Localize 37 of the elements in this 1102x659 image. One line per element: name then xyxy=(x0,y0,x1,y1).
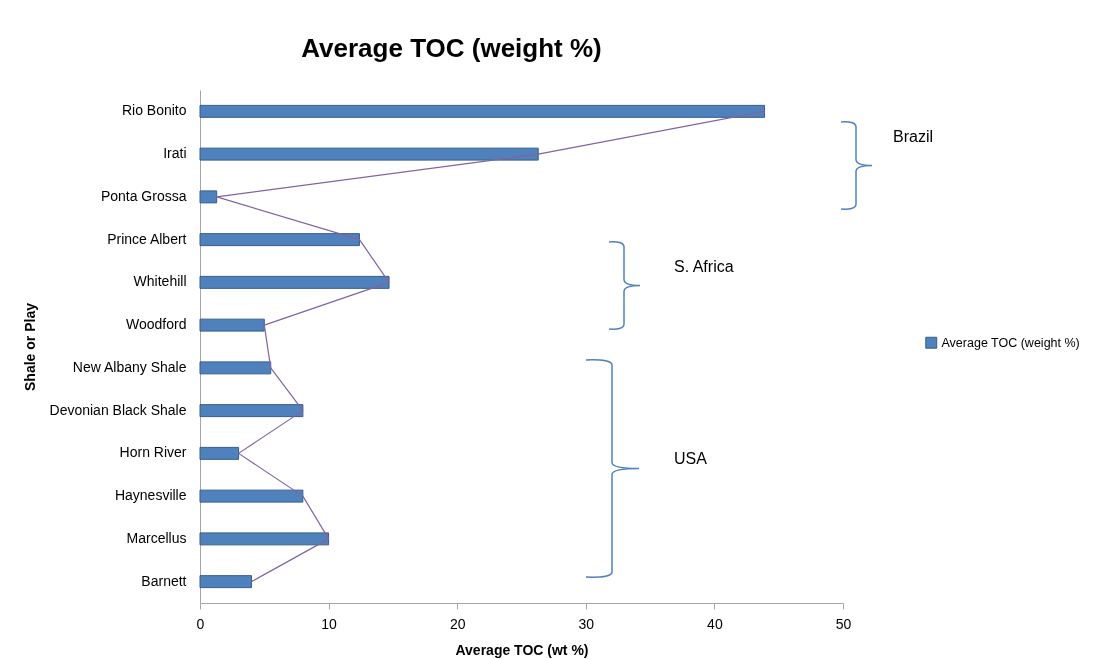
y-tick-label: Horn River xyxy=(119,444,187,461)
bar xyxy=(199,446,240,460)
bar xyxy=(199,190,218,204)
y-tick-label: Haynesville xyxy=(114,487,187,504)
bar xyxy=(199,318,265,332)
x-tick-label: 10 xyxy=(321,615,338,632)
y-tick-label: Rio Bonito xyxy=(121,102,187,119)
y-tick-label: Ponta Grossa xyxy=(100,187,187,204)
y-tick-label: Marcellus xyxy=(126,529,187,546)
y-tick-label: Barnett xyxy=(141,572,187,589)
text: Brazil xyxy=(893,128,934,146)
bar xyxy=(199,489,304,503)
x-tick-label: 30 xyxy=(578,615,595,632)
x-tick-label: 40 xyxy=(707,615,723,632)
bar xyxy=(199,233,360,247)
y-tick-label: Devonian Black Shale xyxy=(49,401,187,418)
x-tick-label: 20 xyxy=(449,615,466,632)
annotation: S. Africa xyxy=(674,258,734,276)
bar xyxy=(199,104,766,118)
annotation: USA xyxy=(674,450,707,468)
bar xyxy=(199,361,272,375)
x-axis-title: Average TOC (wt %) xyxy=(455,641,589,658)
x-tick-label: 50 xyxy=(835,615,852,632)
bar xyxy=(199,275,390,289)
y-tick-label: Woodford xyxy=(126,316,187,333)
bar xyxy=(199,575,252,589)
y-axis-title: Shale or Play xyxy=(21,302,38,391)
x-tick-label: 0 xyxy=(196,615,205,632)
chart-title: Average TOC (weight %) xyxy=(301,33,602,63)
y-tick-label: New Albany Shale xyxy=(72,358,187,375)
y-tick-label: Whitehill xyxy=(133,273,187,290)
bar xyxy=(199,404,304,418)
bar xyxy=(199,532,330,546)
bar xyxy=(199,147,539,161)
y-tick-label: Irati xyxy=(163,145,187,162)
y-tick-label: Prince Albert xyxy=(107,230,187,247)
legend-label: Average TOC (weight %) xyxy=(941,335,1080,350)
